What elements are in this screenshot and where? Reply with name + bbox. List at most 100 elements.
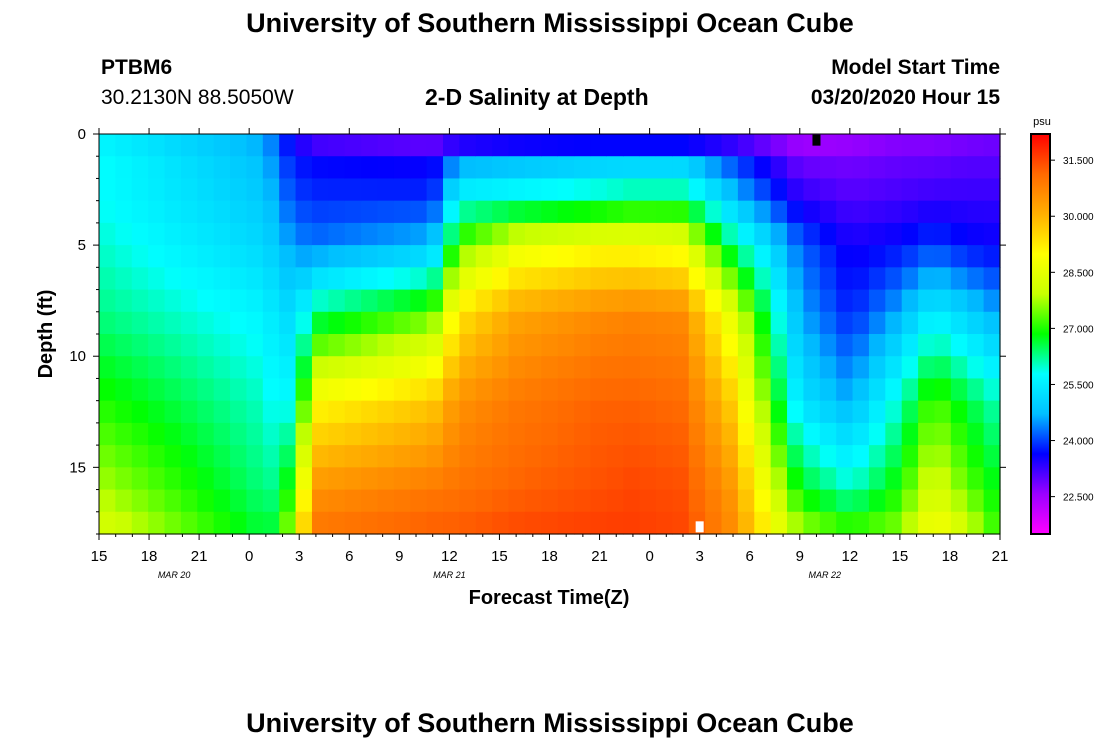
heatmap-cell (655, 511, 673, 535)
x-tick-label: 3 (295, 548, 303, 565)
heatmap-cell (836, 156, 854, 180)
heatmap-cell (737, 200, 755, 224)
heatmap-cell (737, 134, 755, 157)
heatmap-cell (754, 445, 772, 468)
heatmap-cell (148, 178, 166, 202)
heatmap-cell (492, 511, 510, 535)
heatmap-cell (115, 378, 133, 402)
heatmap-cell (655, 334, 673, 357)
heatmap-cell (688, 467, 706, 491)
heatmap-cell (99, 422, 116, 446)
heatmap-cell (557, 156, 575, 180)
colorbar-unit: psu (1033, 116, 1051, 128)
heatmap-cell (213, 134, 231, 157)
heatmap-cell (918, 267, 936, 291)
heatmap-cell (770, 178, 788, 202)
heatmap-cell (688, 245, 706, 268)
heatmap-cell (279, 222, 297, 246)
heatmap-cell (967, 289, 985, 313)
heatmap-cell (918, 311, 936, 335)
heatmap-cell (131, 311, 149, 335)
heatmap-cell (868, 289, 886, 313)
heatmap-cell (688, 489, 706, 513)
heatmap-cell (918, 178, 936, 202)
heatmap-cell (197, 445, 215, 468)
heatmap-cell (950, 334, 968, 357)
heatmap-cell (393, 178, 411, 202)
heatmap-cell (934, 289, 952, 313)
heatmap-cell (377, 445, 395, 468)
heatmap-cell (131, 245, 149, 268)
heatmap-cell (180, 334, 198, 357)
heatmap-cell (148, 378, 166, 402)
heatmap-cell (950, 156, 968, 180)
heatmap-cell (131, 400, 149, 424)
heatmap-cell (967, 156, 985, 180)
heatmap-cell (279, 156, 297, 180)
heatmap-cell (524, 289, 542, 313)
heatmap-cell (393, 422, 411, 446)
heatmap-cell (754, 356, 772, 380)
heatmap-cell (230, 311, 248, 335)
heatmap-cell (901, 311, 919, 335)
heatmap-cell (803, 245, 821, 268)
heatmap-cell (819, 378, 837, 402)
heatmap-cell (836, 245, 854, 268)
heatmap-cell (99, 134, 116, 157)
heatmap-cell (983, 467, 1001, 491)
heatmap-cell (606, 378, 624, 402)
heatmap-cell (131, 422, 149, 446)
heatmap-cell (443, 267, 460, 291)
heatmap-cell (836, 400, 854, 424)
heatmap-cell (557, 178, 575, 202)
heatmap-cell (541, 178, 559, 202)
heatmap-cell (737, 467, 755, 491)
heatmap-cell (819, 422, 837, 446)
model-start-value: 03/20/2020 Hour 15 (810, 86, 1000, 109)
heatmap-cell (672, 445, 690, 468)
heatmap-cell (623, 267, 641, 291)
heatmap-cell (213, 311, 231, 335)
heatmap-cell (770, 200, 788, 224)
heatmap-cell (819, 400, 837, 424)
heatmap-cell (721, 489, 739, 513)
heatmap-cell (557, 222, 575, 246)
x-tick-label: 9 (395, 548, 403, 565)
heatmap-cell (524, 511, 542, 535)
heatmap-cell (426, 245, 444, 268)
heatmap-cell (164, 289, 182, 313)
heatmap-cell (721, 311, 739, 335)
heatmap-cell (115, 267, 133, 291)
heatmap-cell (770, 467, 788, 491)
colorbar-tick-label: 31.500 (1063, 156, 1094, 167)
heatmap-cell (492, 245, 510, 268)
heatmap-cell (344, 422, 362, 446)
heatmap-cell (213, 356, 231, 380)
colorbar-ticks: 31.500 30.000 28.500 27.000 25.500 24.000 22.5… (1050, 156, 1094, 504)
heatmap-cell (164, 200, 182, 224)
heatmap-cell (541, 511, 559, 535)
heatmap-cell (393, 222, 411, 246)
heatmap-cell (377, 267, 395, 291)
heatmap-cell (934, 400, 952, 424)
heatmap-cell (492, 378, 510, 402)
heatmap-cell (148, 356, 166, 380)
heatmap-cell (885, 378, 903, 402)
heatmap-cell (508, 400, 526, 424)
heatmap-cell (967, 134, 985, 157)
heatmap-cell (459, 289, 477, 313)
heatmap-cell (475, 156, 493, 180)
heatmap-cell (230, 467, 248, 491)
heatmap-cell (393, 334, 411, 357)
heatmap-cell (246, 134, 264, 157)
heatmap-cell (885, 311, 903, 335)
heatmap-cell (164, 134, 182, 157)
heatmap-cell (230, 222, 248, 246)
heatmap-cell (721, 334, 739, 357)
heatmap-cell (475, 422, 493, 446)
heatmap-cell (721, 511, 739, 535)
heatmap-cell (213, 378, 231, 402)
heatmap-cell (852, 467, 870, 491)
heatmap-cell (279, 178, 297, 202)
heatmap-cell (639, 356, 657, 380)
